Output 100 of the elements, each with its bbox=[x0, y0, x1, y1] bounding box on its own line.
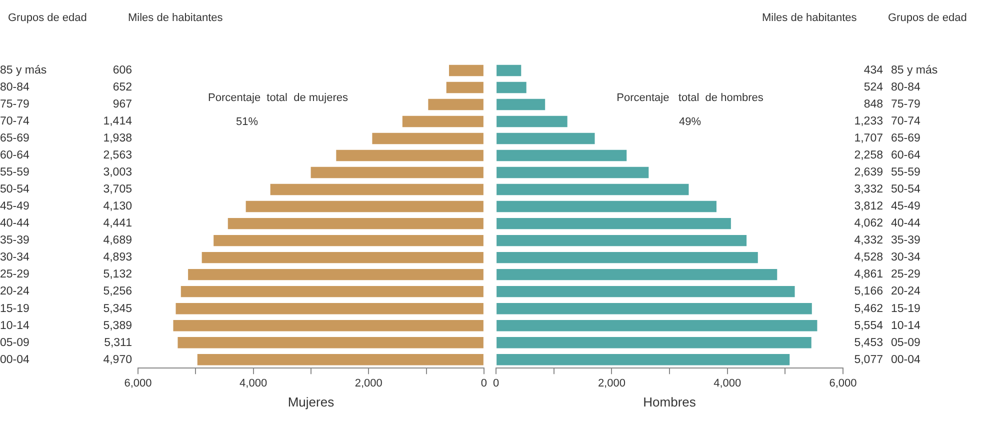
y-tick-label: 70-74 bbox=[891, 116, 922, 128]
data-label: 4,893 bbox=[103, 252, 132, 264]
y-tick-label: 75-79 bbox=[891, 98, 920, 111]
data-label: 2,639 bbox=[854, 166, 883, 179]
data-label: 848 bbox=[864, 98, 883, 111]
x-tick-label: 0 bbox=[480, 378, 488, 390]
y-tick-label: 20-24 bbox=[0, 286, 30, 298]
annotation: Porcentaje total de mujeres bbox=[208, 92, 349, 104]
x-tick-label: 2,000 bbox=[598, 378, 626, 390]
y-tick-label: 00-04 bbox=[891, 354, 922, 366]
text: Grupos de edad bbox=[8, 12, 87, 24]
data-label: 4,130 bbox=[103, 200, 132, 213]
y-tick-label: 15-19 bbox=[891, 302, 920, 315]
y-tick-label: 40-44 bbox=[0, 218, 30, 230]
x-tick-label: 6,000 bbox=[124, 378, 152, 390]
data-label: 3,332 bbox=[854, 184, 883, 196]
bar bbox=[336, 150, 484, 162]
y-tick-label: 35-39 bbox=[891, 234, 920, 247]
data-label: 4,528 bbox=[854, 252, 883, 264]
data-label: 5,345 bbox=[103, 302, 132, 315]
y-tick-label: 75-79 bbox=[0, 98, 30, 111]
bar bbox=[202, 252, 484, 264]
y-tick-label: 30-34 bbox=[891, 252, 922, 264]
y-tick-label: 45-49 bbox=[0, 200, 30, 213]
annotation: 49% bbox=[678, 116, 702, 128]
y-tick-label: 25-29 bbox=[0, 268, 30, 281]
bar bbox=[496, 184, 689, 196]
y-tick-label: 05-09 bbox=[891, 336, 920, 349]
data-label: 5,462 bbox=[854, 302, 883, 315]
data-label: 1,938 bbox=[103, 132, 132, 145]
data-label: 3,705 bbox=[103, 184, 132, 196]
bar bbox=[496, 116, 568, 128]
bar bbox=[197, 354, 484, 366]
data-label: 5,311 bbox=[104, 336, 132, 349]
data-label: 5,389 bbox=[103, 320, 132, 332]
bar bbox=[372, 132, 484, 144]
y-tick-label: 65-69 bbox=[0, 132, 30, 145]
bar bbox=[428, 98, 484, 110]
bar bbox=[449, 64, 484, 76]
data-label: 967 bbox=[112, 98, 132, 111]
y-tick-label: 00-04 bbox=[0, 354, 30, 366]
y-tick-label: 65-69 bbox=[891, 132, 920, 145]
y-tick-label: 10-14 bbox=[891, 320, 922, 332]
x-tick-label: 4,000 bbox=[714, 378, 742, 390]
bar bbox=[496, 82, 526, 94]
y-tick-label: 25-29 bbox=[891, 268, 920, 281]
y-tick-label: 60-64 bbox=[891, 150, 922, 162]
bar bbox=[496, 252, 758, 264]
data-label: 5,132 bbox=[103, 268, 132, 281]
bar bbox=[496, 166, 649, 178]
data-label: 3,003 bbox=[103, 166, 132, 179]
x-tick-label: 2,000 bbox=[354, 378, 382, 390]
data-label: 524 bbox=[864, 82, 884, 94]
data-label: 2,563 bbox=[103, 150, 132, 162]
x-tick-label: 6,000 bbox=[829, 378, 857, 390]
data-label: 1,414 bbox=[103, 116, 133, 128]
bar bbox=[446, 82, 484, 94]
data-label: 4,970 bbox=[103, 354, 132, 366]
x-axis-title: Hombres bbox=[643, 394, 696, 410]
data-label: 652 bbox=[112, 82, 132, 94]
bar bbox=[496, 286, 795, 298]
bar bbox=[270, 184, 484, 196]
text: Grupos de edad bbox=[888, 12, 967, 24]
y-tick-label: 15-19 bbox=[0, 302, 30, 315]
data-label: 5,554 bbox=[854, 320, 884, 332]
data-label: 606 bbox=[112, 64, 132, 77]
y-tick-label: 85 y más bbox=[891, 64, 938, 77]
y-tick-label: 55-59 bbox=[0, 166, 30, 179]
y-tick-label: 55-59 bbox=[891, 166, 920, 179]
bar bbox=[246, 200, 484, 212]
bar bbox=[188, 268, 484, 280]
data-label: 1,707 bbox=[854, 132, 883, 145]
bar bbox=[176, 302, 484, 314]
y-tick-label: 05-09 bbox=[0, 336, 30, 349]
y-tick-label: 85 y más bbox=[0, 64, 47, 77]
bar bbox=[496, 218, 731, 230]
x-axis-title: Mujeres bbox=[288, 394, 335, 410]
bar bbox=[496, 354, 790, 366]
annotation: 51% bbox=[236, 116, 258, 128]
y-tick-label: 45-49 bbox=[891, 200, 920, 213]
bar bbox=[496, 98, 546, 110]
data-label: 5,077 bbox=[854, 354, 883, 366]
bar bbox=[173, 320, 484, 332]
y-tick-label: 10-14 bbox=[0, 320, 30, 332]
bar bbox=[496, 64, 522, 76]
y-tick-label: 30-34 bbox=[0, 252, 30, 264]
text: Miles de habitantes bbox=[762, 12, 858, 24]
data-label: 434 bbox=[864, 64, 884, 77]
y-tick-label: 70-74 bbox=[0, 116, 30, 128]
y-tick-label: 60-64 bbox=[0, 150, 30, 162]
data-label: 4,689 bbox=[103, 234, 132, 247]
data-label: 1,233 bbox=[854, 116, 883, 128]
data-label: 4,441 bbox=[103, 218, 132, 230]
x-tick-label: 4,000 bbox=[240, 378, 268, 390]
text: Miles de habitantes bbox=[128, 12, 224, 24]
bar bbox=[496, 234, 747, 246]
bar bbox=[310, 166, 484, 178]
data-label: 2,258 bbox=[854, 150, 883, 162]
bar bbox=[496, 320, 818, 332]
bar bbox=[496, 336, 812, 348]
